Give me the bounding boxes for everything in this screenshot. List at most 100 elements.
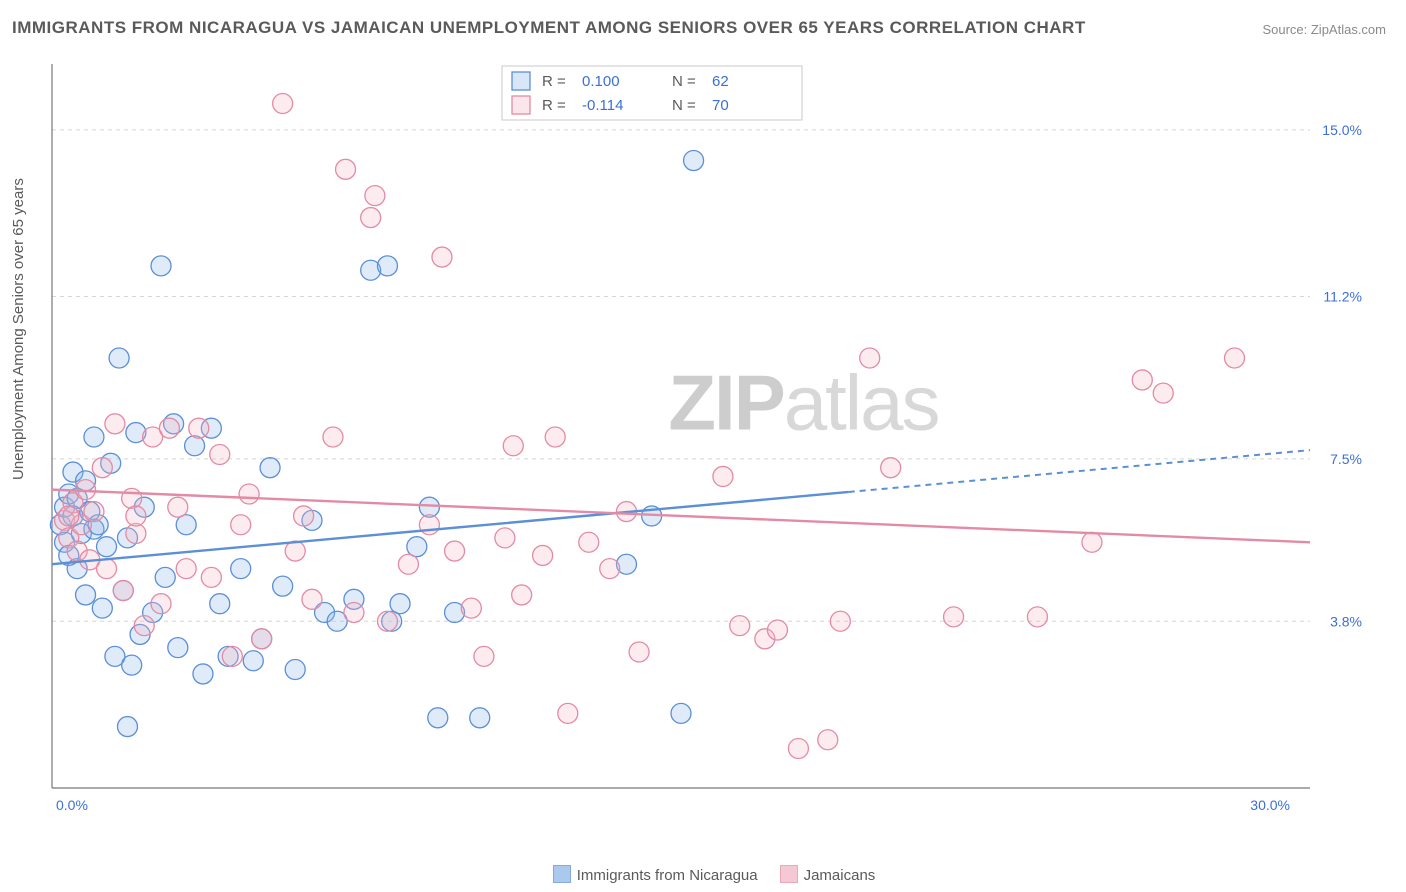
- y-tick-label: 7.5%: [1330, 451, 1362, 467]
- data-point: [210, 594, 230, 614]
- data-point: [285, 660, 305, 680]
- data-point: [1082, 532, 1102, 552]
- data-point: [84, 427, 104, 447]
- data-point: [168, 638, 188, 658]
- data-point: [117, 717, 137, 737]
- data-point: [336, 159, 356, 179]
- data-point: [97, 537, 117, 557]
- data-point: [273, 576, 293, 596]
- legend-label: Immigrants from Nicaragua: [577, 867, 758, 884]
- data-point: [629, 642, 649, 662]
- data-point: [461, 598, 481, 618]
- data-point: [239, 484, 259, 504]
- data-point: [1225, 348, 1245, 368]
- data-point: [671, 703, 691, 723]
- stats-r-label: R =: [542, 73, 566, 90]
- data-point: [533, 545, 553, 565]
- data-point: [398, 554, 418, 574]
- data-point: [432, 247, 452, 267]
- data-point: [390, 594, 410, 614]
- source-link[interactable]: ZipAtlas.com: [1311, 22, 1386, 37]
- source-prefix: Source:: [1262, 22, 1310, 37]
- data-point: [151, 256, 171, 276]
- data-point: [176, 559, 196, 579]
- y-tick-label: 15.0%: [1322, 122, 1362, 138]
- stats-n-label: N =: [672, 73, 696, 90]
- legend-label: Jamaicans: [804, 867, 876, 884]
- data-point: [84, 502, 104, 522]
- stats-n-label: N =: [672, 97, 696, 114]
- data-point: [495, 528, 515, 548]
- bottom-legend: Immigrants from Nicaragua Jamaicans: [0, 865, 1406, 884]
- data-point: [818, 730, 838, 750]
- data-point: [243, 651, 263, 671]
- legend-swatch: [553, 865, 571, 883]
- data-point: [302, 589, 322, 609]
- scatter-plot-svg: 3.8%7.5%11.2%15.0%ZIPatlas0.0%30.0%R =0.…: [48, 60, 1368, 830]
- data-point: [512, 585, 532, 605]
- x-tick-min: 0.0%: [56, 797, 88, 813]
- data-point: [222, 646, 242, 666]
- stats-n-value: 70: [712, 97, 729, 114]
- y-tick-label: 11.2%: [1323, 289, 1362, 305]
- trend-line-extrapolated: [849, 450, 1310, 492]
- data-point: [252, 629, 272, 649]
- data-point: [76, 585, 96, 605]
- data-point: [109, 348, 129, 368]
- data-point: [361, 208, 381, 228]
- data-point: [684, 151, 704, 171]
- data-point: [788, 739, 808, 759]
- data-point: [155, 567, 175, 587]
- data-point: [105, 414, 125, 434]
- data-point: [134, 616, 154, 636]
- data-point: [365, 186, 385, 206]
- data-point: [323, 427, 343, 447]
- data-point: [92, 598, 112, 618]
- data-point: [201, 567, 221, 587]
- data-point: [579, 532, 599, 552]
- stats-n-value: 62: [712, 73, 729, 90]
- data-point: [1132, 370, 1152, 390]
- data-point: [126, 506, 146, 526]
- data-point: [767, 620, 787, 640]
- chart-title: IMMIGRANTS FROM NICARAGUA VS JAMAICAN UN…: [12, 18, 1086, 38]
- data-point: [285, 541, 305, 561]
- data-point: [159, 418, 179, 438]
- data-point: [97, 559, 117, 579]
- chart-area: 3.8%7.5%11.2%15.0%ZIPatlas0.0%30.0%R =0.…: [48, 60, 1368, 830]
- data-point: [830, 611, 850, 631]
- y-axis-label: Unemployment Among Seniors over 65 years: [10, 178, 27, 480]
- legend-swatch: [512, 72, 530, 90]
- data-point: [122, 488, 142, 508]
- stats-r-label: R =: [542, 97, 566, 114]
- data-point: [260, 458, 280, 478]
- data-point: [1153, 383, 1173, 403]
- data-point: [428, 708, 448, 728]
- legend-swatch: [780, 865, 798, 883]
- data-point: [273, 93, 293, 113]
- data-point: [59, 506, 79, 526]
- legend-swatch: [512, 96, 530, 114]
- stats-r-value: -0.114: [582, 97, 623, 114]
- data-point: [210, 445, 230, 465]
- data-point: [730, 616, 750, 636]
- data-point: [113, 581, 133, 601]
- data-point: [545, 427, 565, 447]
- data-point: [377, 256, 397, 276]
- data-point: [231, 515, 251, 535]
- data-point: [558, 703, 578, 723]
- data-point: [503, 436, 523, 456]
- data-point: [713, 466, 733, 486]
- data-point: [294, 506, 314, 526]
- data-point: [231, 559, 251, 579]
- data-point: [881, 458, 901, 478]
- data-point: [445, 541, 465, 561]
- data-point: [92, 458, 112, 478]
- data-point: [168, 497, 188, 517]
- data-point: [151, 594, 171, 614]
- data-point: [944, 607, 964, 627]
- x-tick-max: 30.0%: [1250, 797, 1290, 813]
- data-point: [474, 646, 494, 666]
- data-point: [344, 602, 364, 622]
- data-point: [1027, 607, 1047, 627]
